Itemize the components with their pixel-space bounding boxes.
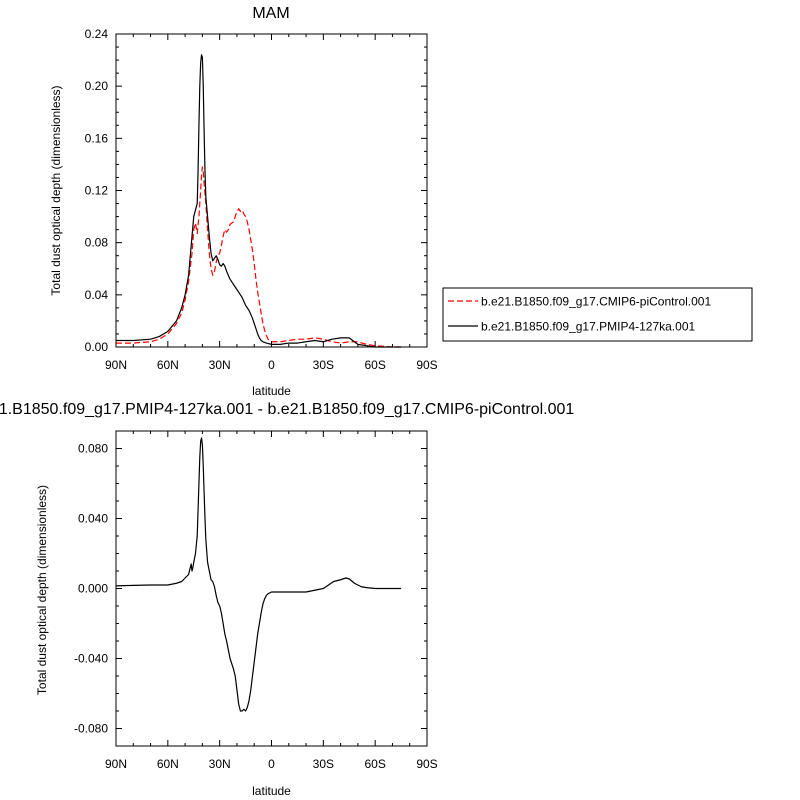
plot-frame-bottom <box>115 430 428 747</box>
series-group-bottom <box>115 437 402 712</box>
series-line-bottom-0 <box>115 437 402 712</box>
y-tick-label-bottom-0: 0.080 <box>78 442 108 456</box>
y-tick-label-top-2: 0.08 <box>85 236 109 250</box>
x-tick-label-top-6: 90S <box>416 358 437 372</box>
ticks-top: 90N 60N 30N 0 30S 60S 90S 0.00 0.04 0.08 0.12 0.16 0… <box>85 27 438 372</box>
panel-bottom: b.e21.B1850.f09_g17.PMIP4-127ka.001 - b.… <box>0 401 574 798</box>
x-tick-label-top-3: 0 <box>268 358 275 372</box>
chart-title-bottom: b.e21.B1850.f09_g17.PMIP4-127ka.001 - b.… <box>0 401 574 418</box>
y-axis-label-top: Total dust optical depth (dimensionless) <box>49 85 63 295</box>
y-axis-label-bottom: Total dust optical depth (dimensionless) <box>35 485 49 695</box>
x-tick-label-bottom-6: 90S <box>416 757 437 771</box>
x-axis-label-top: latitude <box>252 384 291 398</box>
y-tick-label-top-4: 0.16 <box>85 131 109 145</box>
x-axis-label-bottom: latitude <box>252 784 291 798</box>
x-tick-label-top-4: 30S <box>313 358 334 372</box>
series-line-top-0 <box>116 166 402 348</box>
y-tick-label-bottom-1: 0.040 <box>78 512 108 526</box>
x-tick-label-top-1: 60N <box>157 358 179 372</box>
y-tick-label-bottom-2: 0.000 <box>78 582 108 596</box>
y-tick-label-top-5: 0.20 <box>85 79 109 93</box>
x-tick-label-bottom-4: 30S <box>313 757 334 771</box>
legend: b.e21.B1850.f09_g17.CMIP6-piControl.001 … <box>442 287 753 342</box>
x-tick-label-top-0: 90N <box>105 358 127 372</box>
legend-label-cmip6: b.e21.B1850.f09_g17.CMIP6-piControl.001 <box>481 295 711 309</box>
x-tick-label-bottom-5: 60S <box>364 757 385 771</box>
chart-title-top: MAM <box>252 5 289 22</box>
plot-frame-top <box>115 33 428 348</box>
legend-box <box>442 287 753 342</box>
y-tick-label-top-1: 0.04 <box>85 288 109 302</box>
x-tick-label-bottom-2: 30N <box>209 757 231 771</box>
y-tick-label-top-3: 0.12 <box>85 184 109 198</box>
legend-label-pmip4: b.e21.B1850.f09_g17.PMIP4-127ka.001 <box>481 320 695 334</box>
x-tick-label-bottom-0: 90N <box>105 757 127 771</box>
y-tick-label-bottom-4: -0.080 <box>74 722 108 736</box>
y-tick-label-top-6: 0.24 <box>85 27 109 41</box>
x-tick-label-bottom-1: 60N <box>157 757 179 771</box>
x-tick-label-bottom-3: 0 <box>268 757 275 771</box>
x-tick-label-top-2: 30N <box>209 358 231 372</box>
series-group-top <box>116 54 402 348</box>
x-tick-label-top-5: 60S <box>364 358 385 372</box>
y-tick-label-top-0: 0.00 <box>85 340 109 354</box>
panel-top: MAM 90N 60N 30N 0 30S 60S 90S 0.00 0.04 0.08 0.12 0… <box>49 5 753 398</box>
y-tick-label-bottom-3: -0.040 <box>74 652 108 666</box>
ticks-bottom: 90N 60N 30N 0 30S 60S 90S 0.080 0.040 0.000 -0.040… <box>74 430 438 771</box>
series-line-top-1 <box>116 54 402 348</box>
